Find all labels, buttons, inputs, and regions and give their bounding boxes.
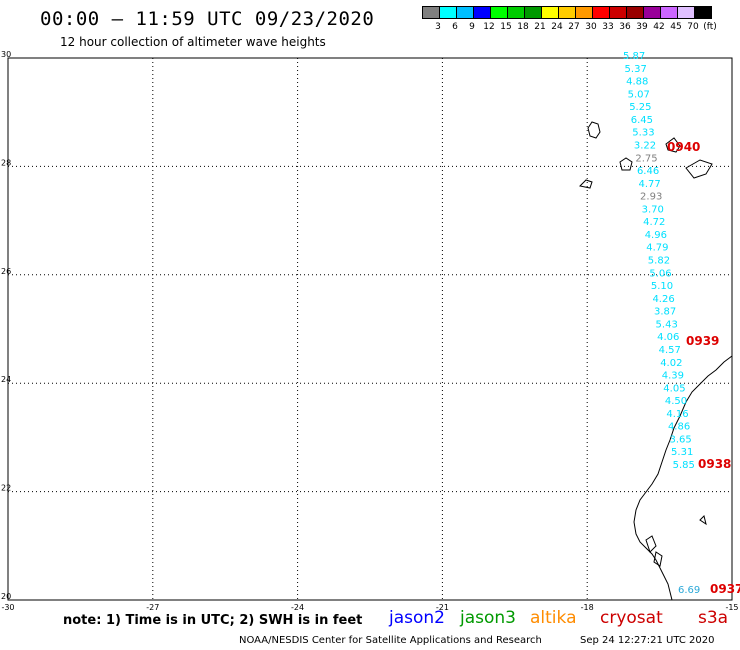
legend-label: (ft) — [703, 22, 717, 32]
swh-value: 4.39 — [662, 371, 684, 382]
legend-label: 18 — [517, 22, 529, 32]
swh-value: 5.82 — [648, 256, 670, 267]
swh-value: 5.06 — [649, 268, 671, 279]
swh-value: 5.31 — [671, 447, 693, 458]
swh-value: 4.05 — [663, 383, 685, 394]
swh-value: 6.46 — [637, 166, 659, 177]
lat-lon-grid — [8, 58, 732, 600]
swh-value: 5.37 — [625, 64, 647, 75]
pass-time-label: 0939 — [686, 334, 719, 348]
swh-value: 4.06 — [657, 332, 679, 343]
color-legend-labels: 3 6 9 12 15 18 21 24 27 30 33 36 39 42 45 70 (ft) — [422, 22, 740, 34]
swh-value: 5.87 — [623, 51, 645, 62]
satellite-label: s3a — [698, 608, 729, 628]
swh-value: 5.43 — [656, 319, 678, 330]
lat-tick-label: 28 — [1, 158, 11, 167]
legend-label: 6 — [452, 22, 458, 32]
swh-value: 4.02 — [660, 358, 682, 369]
footer-org: NOAA/NESDIS Center for Satellite Applica… — [239, 635, 542, 646]
lon-tick-label: -24 — [291, 603, 304, 612]
legend-swatch — [694, 6, 712, 19]
island-banc — [645, 535, 657, 553]
axis-tick-labels: 30 28 26 24 22 20 -30 -27 -24 -21 -18 -15 — [1, 50, 739, 612]
satellite-label: cryosat — [600, 608, 663, 628]
island-fuerteventura — [685, 159, 713, 179]
swh-value: 4.77 — [639, 179, 661, 190]
legend-label: 15 — [500, 22, 512, 32]
swh-value: 6.45 — [631, 115, 653, 126]
swh-value: 5.33 — [632, 128, 654, 139]
satellite-label: jason2 — [389, 608, 445, 628]
swh-value: 4.50 — [665, 396, 687, 407]
lat-tick-label: 30 — [1, 50, 11, 59]
legend-label: 3 — [435, 22, 441, 32]
legend-label: 12 — [483, 22, 495, 32]
legend-label: 70 — [687, 22, 699, 32]
swh-value: 2.93 — [640, 192, 662, 203]
swh-value: 4.79 — [646, 243, 668, 254]
swh-value: 5.85 — [673, 460, 695, 471]
satellite-label: altika — [530, 608, 577, 628]
swh-value: 4.88 — [626, 77, 648, 88]
swh-value: 3.65 — [670, 434, 692, 445]
swh-value: 3.87 — [654, 307, 676, 318]
map-title: 00:00 — 11:59 UTC 09/23/2020 — [40, 8, 375, 30]
swh-value: 5.25 — [629, 102, 651, 113]
coast-bay — [653, 551, 663, 567]
legend-label: 33 — [602, 22, 614, 32]
swh-value: 4.16 — [666, 409, 688, 420]
legend-label: 39 — [636, 22, 648, 32]
swh-value: 4.72 — [643, 217, 665, 228]
legend-label: 21 — [534, 22, 546, 32]
swh-value: 4.26 — [652, 294, 674, 305]
swh-value: 4.57 — [659, 345, 681, 356]
swh-value: 3.70 — [642, 204, 664, 215]
legend-label: 42 — [653, 22, 665, 32]
footer-timestamp: Sep 24 12:27:21 UTC 2020 — [580, 635, 715, 646]
swh-value: 5.07 — [628, 89, 650, 100]
legend-label: 27 — [568, 22, 580, 32]
coastline — [578, 121, 733, 601]
lat-tick-label: 22 — [1, 484, 11, 493]
pass-time-label: 0938 — [698, 457, 731, 471]
note-text: note: 1) Time is in UTC; 2) SWH is in fe… — [63, 613, 363, 628]
island-gomera — [578, 179, 593, 189]
swh-value: 5.10 — [651, 281, 673, 292]
lon-tick-label: -27 — [146, 603, 159, 612]
lat-tick-label: 20 — [1, 592, 11, 601]
swh-value: 4.86 — [668, 422, 690, 433]
swh-value: 6.69 — [678, 585, 700, 596]
swh-value: 2.75 — [635, 153, 657, 164]
legend-label: 36 — [619, 22, 631, 32]
lon-tick-label: -30 — [1, 603, 14, 612]
lon-tick-label: -15 — [725, 603, 738, 612]
lon-tick-label: -18 — [581, 603, 594, 612]
map-subtitle: 12 hour collection of altimeter wave hei… — [60, 35, 326, 49]
coastline-africa — [633, 355, 733, 601]
island-small — [699, 515, 707, 526]
legend-label: 24 — [551, 22, 563, 32]
lat-tick-label: 24 — [1, 375, 11, 384]
island-gran-canaria — [665, 137, 681, 153]
swh-value: 3.22 — [634, 140, 656, 151]
island-la-palma — [587, 121, 601, 139]
pass-time-label: 0937 — [710, 582, 740, 596]
legend-label: 30 — [585, 22, 597, 32]
satellite-label: jason3 — [460, 608, 516, 628]
island-tenerife — [619, 157, 633, 171]
pass-time-labels: 0940 0939 0938 0937 — [667, 140, 740, 596]
legend-label: 9 — [469, 22, 475, 32]
lon-tick-label: -21 — [436, 603, 449, 612]
legend-label: 45 — [670, 22, 682, 32]
lat-tick-label: 26 — [1, 267, 11, 276]
map-frame — [7, 57, 733, 601]
swh-value: 4.96 — [645, 230, 667, 241]
pass-time-label: 0940 — [667, 140, 700, 154]
swh-track: 5.87 5.37 4.885.07 5.25 6.45 5.333.22 2.75 6.46… — [623, 51, 700, 596]
color-legend — [422, 6, 712, 19]
